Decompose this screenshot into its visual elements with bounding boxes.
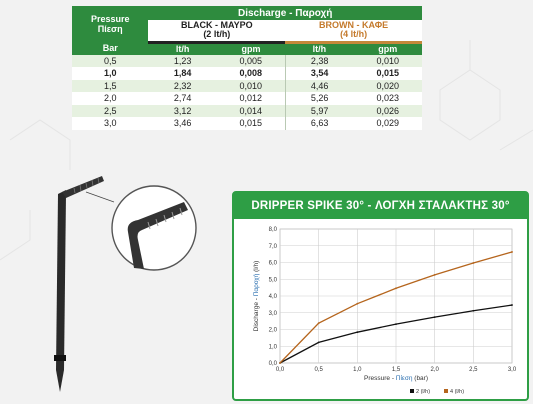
series-point [433, 316, 436, 319]
series-point [317, 341, 320, 344]
series-point [472, 262, 475, 264]
series-point [395, 323, 397, 326]
pressure-header: Pressure Πίεση [72, 6, 149, 42]
table-row: 1,5 2,32 0,010 4,46 0,020 [72, 79, 422, 92]
brown-header: BROWN - ΚΑΦΕ (4 lt/h) [285, 20, 422, 44]
table-row: 1,0 1,84 0,008 3,54 0,015 [72, 67, 422, 80]
x-tick-label: 2,5 [469, 367, 478, 373]
x-tick-label: 1,0 [353, 367, 362, 373]
table-row: 0,5 1,23 0,005 2,38 0,010 [72, 54, 422, 67]
series-point [279, 362, 281, 364]
discharge-table: Pressure Πίεση Discharge - Παροχή BLACK … [72, 6, 422, 130]
x-axis-label: Pressure - Πίεση (bar) [364, 374, 428, 382]
y-tick-label: 3,0 [269, 311, 278, 317]
legend-swatch [444, 389, 448, 393]
x-tick-label: 2,0 [430, 367, 439, 373]
x-tick-label: 0,0 [276, 367, 285, 373]
col-lth-brown: lt/h [285, 42, 354, 55]
table-row: 2,0 2,74 0,012 5,26 0,023 [72, 92, 422, 105]
series-point [356, 331, 359, 334]
series-point [317, 322, 320, 325]
chart-title: DRIPPER SPIKE 30° - ΛΟΓΧΗ ΣΤΑΛΑΚΤΗΣ 30° [234, 193, 527, 219]
chart-panel: DRIPPER SPIKE 30° - ΛΟΓΧΗ ΣΤΑΛΑΚΤΗΣ 30° … [232, 191, 529, 401]
series-point [356, 302, 359, 305]
discharge-chart: 0,0 1,0 2,0 3,0 4,0 5,0 6,0 7,0 8,0 0,0 0,5 1,0 1,5 2… [253, 227, 517, 395]
legend-swatch [410, 389, 414, 393]
y-tick-label: 0,0 [269, 361, 278, 367]
table-row: 3,0 3,46 0,015 6,63 0,029 [72, 117, 422, 130]
col-gpm-brown: gpm [353, 42, 422, 55]
col-gpm-black: gpm [216, 42, 286, 55]
y-tick-label: 7,0 [269, 244, 278, 250]
x-tick-label: 3,0 [508, 367, 517, 373]
discharge-header: Discharge - Παροχή [148, 6, 422, 20]
y-tick-label: 5,0 [269, 277, 278, 283]
series-point [511, 251, 513, 253]
y-tick-label: 2,0 [269, 328, 278, 334]
y-tick-label: 8,0 [269, 227, 278, 233]
col-bar: Bar [72, 42, 149, 55]
series-point [511, 304, 513, 306]
col-lth-black: lt/h [148, 42, 217, 55]
y-tick-label: 6,0 [269, 261, 278, 267]
y-axis-label: Discharge - Παροχή (l/h) [253, 261, 260, 332]
series-point [395, 287, 397, 290]
dripper-spike-illustration [54, 176, 197, 392]
legend-entry-2: 4 (l/h) [450, 389, 464, 395]
series-point [433, 273, 436, 276]
table-row: 2,5 3,12 0,014 5,97 0,026 [72, 104, 422, 117]
x-tick-label: 0,5 [314, 367, 323, 373]
y-tick-label: 1,0 [269, 344, 278, 350]
y-tick-label: 4,0 [269, 294, 278, 300]
x-tick-label: 1,5 [392, 367, 401, 373]
black-header: BLACK - ΜΑΥΡΟ (2 lt/h) [148, 20, 286, 44]
series-point [472, 309, 475, 312]
legend-entry-1: 2 (l/h) [416, 389, 430, 395]
